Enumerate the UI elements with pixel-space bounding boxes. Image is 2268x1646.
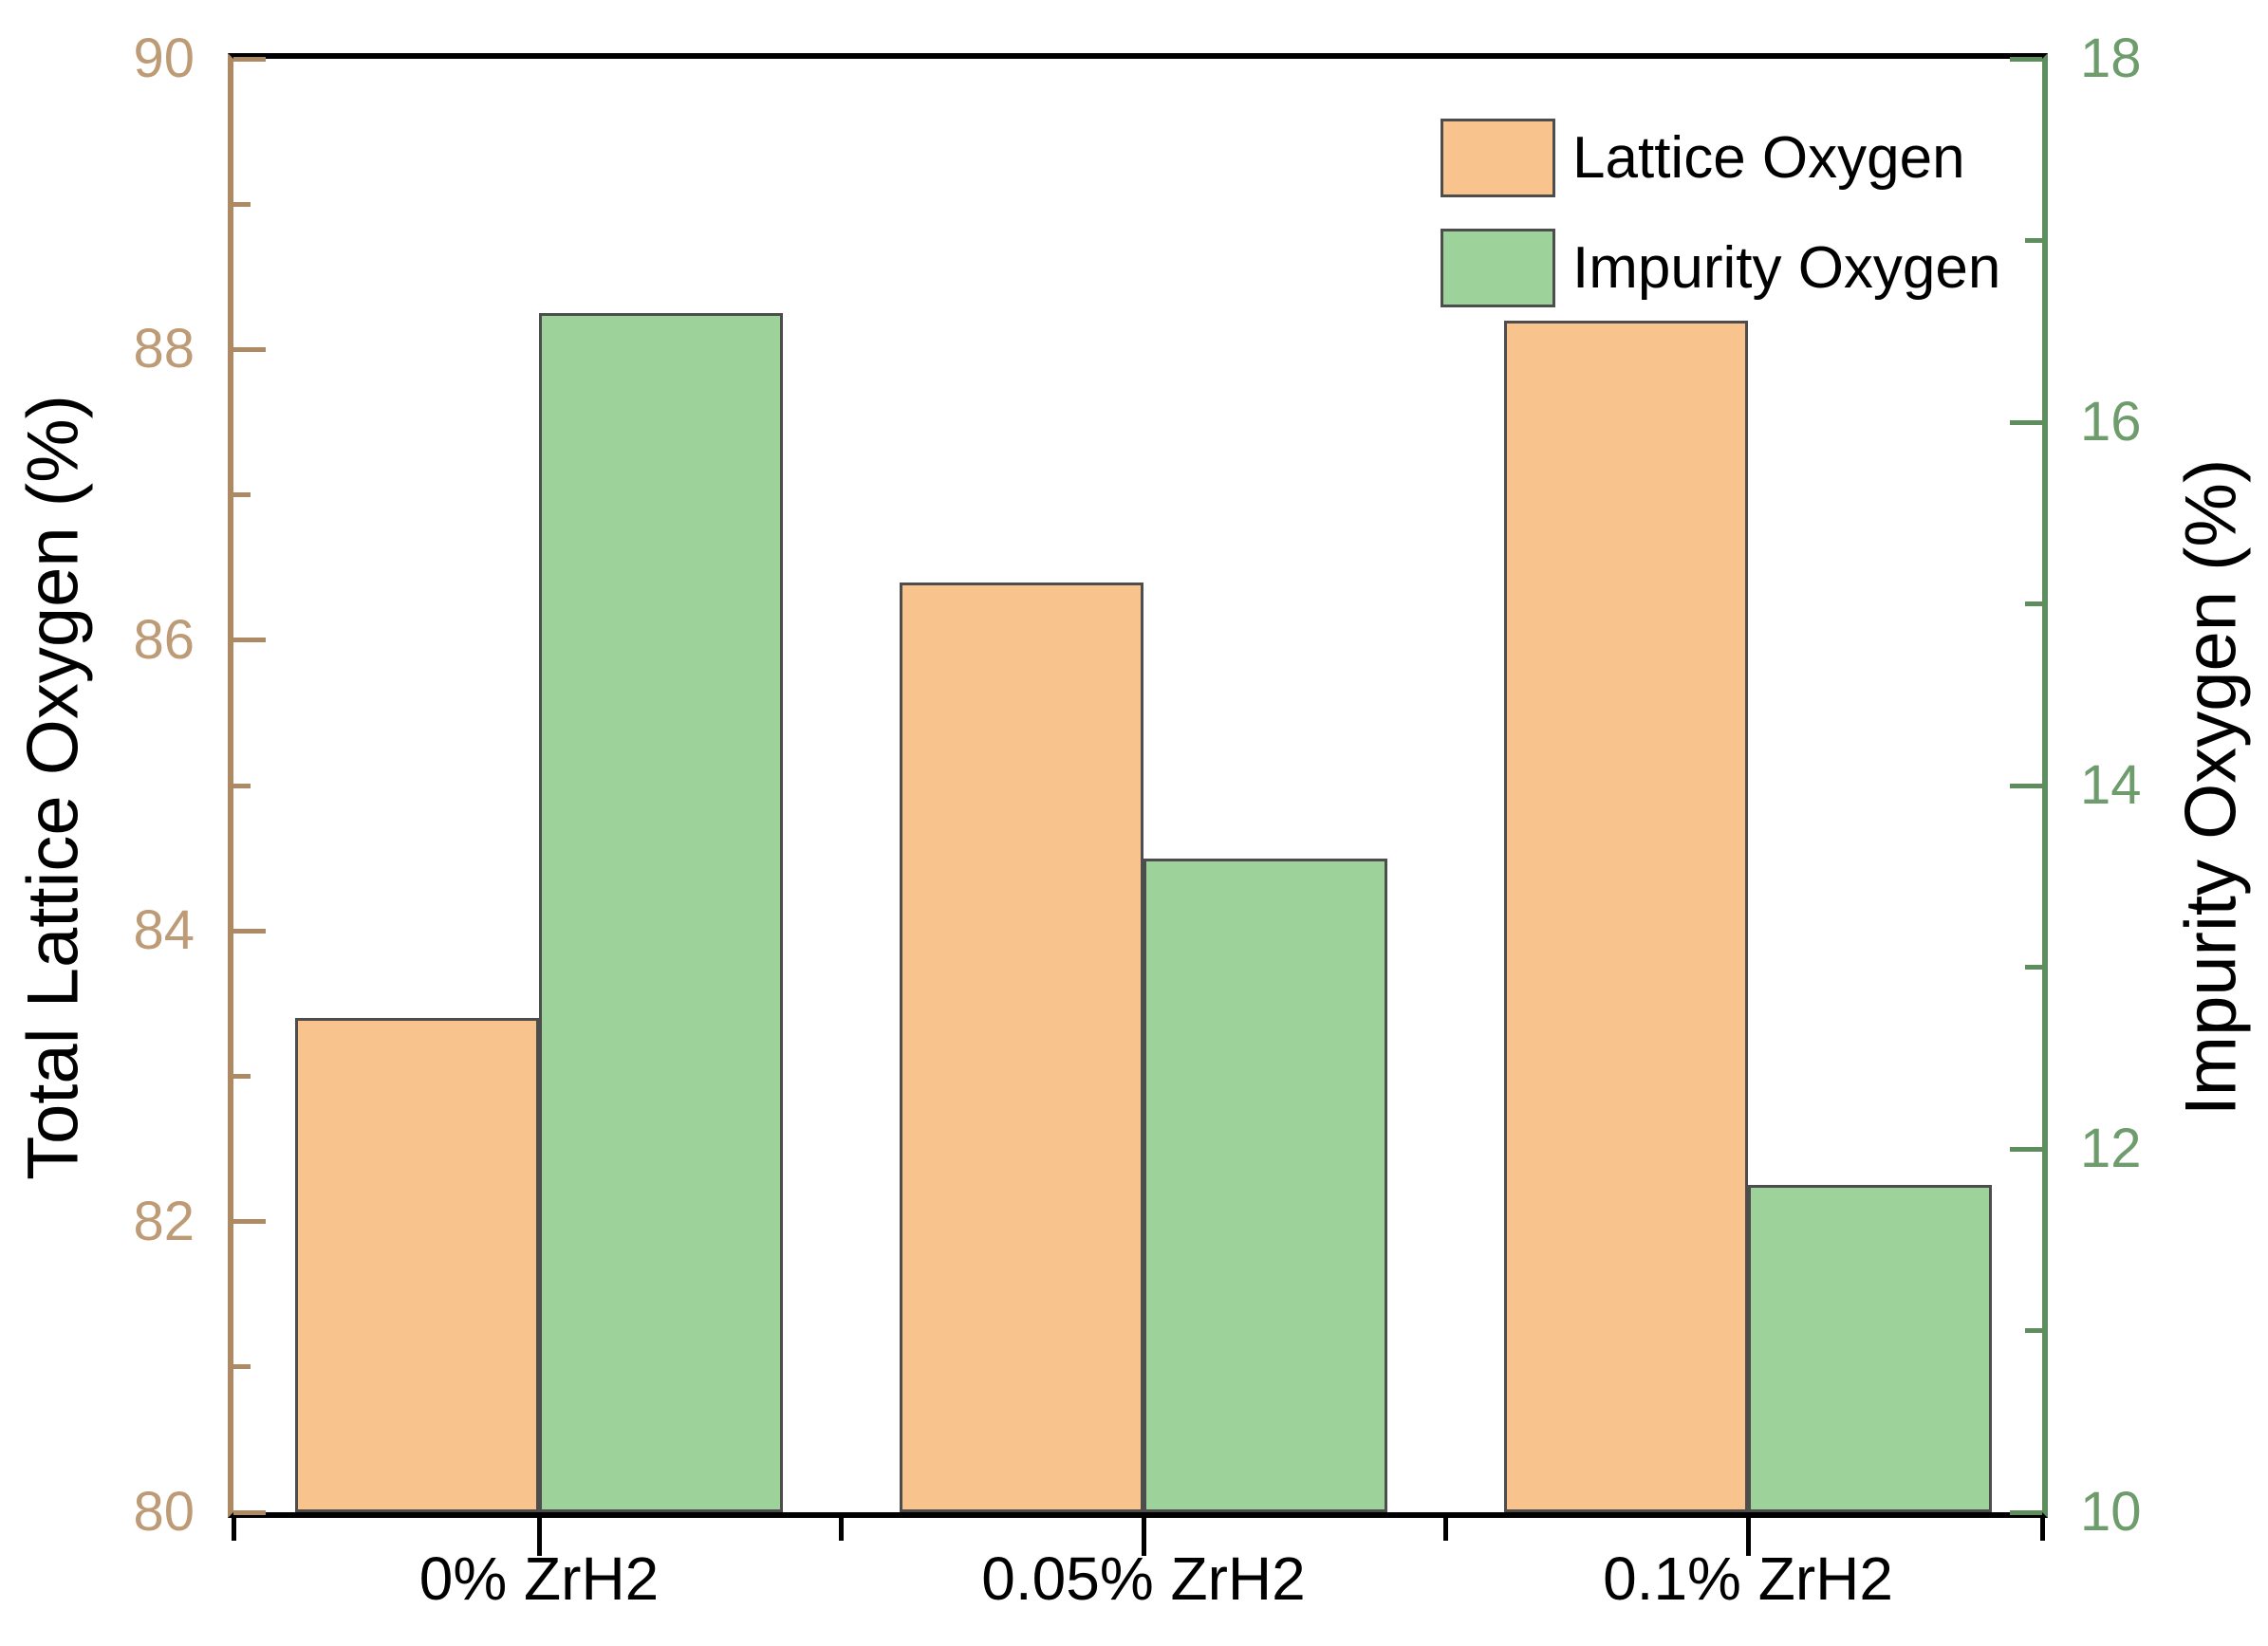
- x-axis-boundary-tick-1: [839, 1516, 844, 1541]
- x-axis-boundary-tick-2: [1443, 1516, 1448, 1541]
- right-axis-major-tick-14: [2010, 783, 2042, 788]
- right-axis-minor-tick-11: [2025, 1328, 2042, 1333]
- right-axis-major-tick-16: [2010, 419, 2042, 425]
- x-axis-major-tick-0-zrh2: [536, 1516, 542, 1556]
- legend-entry-impurity-oxygen: Impurity Oxygen: [1441, 229, 2000, 307]
- plot-inner: [233, 56, 2042, 1515]
- impurity-oxygen-bar-0-1-zrh2: [1748, 1185, 1992, 1512]
- legend-swatch-lattice-oxygen: [1441, 119, 1555, 197]
- left-axis-tick-label-80: 80: [133, 1481, 195, 1543]
- right-axis-tick-label-10: 10: [2080, 1481, 2142, 1543]
- left-axis-tick-label-82: 82: [133, 1190, 195, 1252]
- left-axis-title: Total Lattice Oxygen (%): [12, 395, 94, 1180]
- x-axis-boundary-tick-0: [231, 1516, 236, 1541]
- left-axis-major-tick-88: [233, 346, 266, 352]
- x-axis-tick-label-0-1-zrh2: 0.1% ZrH2: [1603, 1544, 1893, 1613]
- left-axis-tick-label-90: 90: [133, 28, 195, 89]
- left-axis-major-tick-90: [233, 56, 266, 62]
- impurity-oxygen-bar-0-zrh2: [539, 313, 783, 1512]
- legend-label-lattice-oxygen: Lattice Oxygen: [1572, 125, 1965, 191]
- lattice-oxygen-bar-0-1-zrh2: [1504, 320, 1748, 1512]
- right-axis-tick-label-14: 14: [2080, 754, 2142, 816]
- x-axis-boundary-tick-3: [2039, 1516, 2045, 1541]
- legend-swatch-impurity-oxygen: [1441, 229, 1555, 307]
- x-axis-major-tick-0-05-zrh2: [1141, 1516, 1146, 1556]
- right-axis-major-tick-18: [2010, 56, 2042, 62]
- plot-area: [228, 53, 2048, 1518]
- left-axis-minor-tick-87: [233, 492, 251, 498]
- left-axis-major-tick-82: [233, 1219, 266, 1225]
- left-axis-minor-tick-81: [233, 1364, 251, 1370]
- right-axis-tick-label-16: 16: [2080, 391, 2142, 453]
- legend-label-impurity-oxygen: Impurity Oxygen: [1572, 235, 2001, 301]
- x-axis-tick-label-0-zrh2: 0% ZrH2: [418, 1544, 660, 1613]
- x-axis-tick-label-0-05-zrh2: 0.05% ZrH2: [981, 1544, 1306, 1613]
- right-axis-major-tick-10: [2010, 1509, 2042, 1515]
- right-axis-minor-tick-13: [2025, 965, 2042, 970]
- left-axis-major-tick-86: [233, 638, 266, 643]
- right-axis-tick-label-12: 12: [2080, 1118, 2142, 1179]
- left-axis-minor-tick-83: [233, 1073, 251, 1079]
- left-axis-major-tick-84: [233, 928, 266, 934]
- legend-entry-lattice-oxygen: Lattice Oxygen: [1441, 119, 1965, 197]
- left-axis-minor-tick-85: [233, 783, 251, 788]
- left-axis-tick-label-86: 86: [133, 608, 195, 671]
- right-axis-minor-tick-15: [2025, 601, 2042, 606]
- left-axis-tick-label-88: 88: [133, 318, 195, 380]
- impurity-oxygen-bar-0-05-zrh2: [1143, 858, 1387, 1512]
- right-axis-major-tick-12: [2010, 1146, 2042, 1152]
- right-axis-minor-tick-17: [2025, 238, 2042, 243]
- lattice-oxygen-bar-0-05-zrh2: [900, 582, 1143, 1512]
- left-axis-minor-tick-89: [233, 201, 251, 207]
- left-axis-major-tick-80: [233, 1509, 266, 1515]
- x-axis-major-tick-0-1-zrh2: [1745, 1516, 1751, 1556]
- left-axis-tick-label-84: 84: [133, 899, 195, 962]
- lattice-oxygen-bar-0-zrh2: [295, 1018, 539, 1512]
- right-axis-tick-label-18: 18: [2080, 28, 2142, 89]
